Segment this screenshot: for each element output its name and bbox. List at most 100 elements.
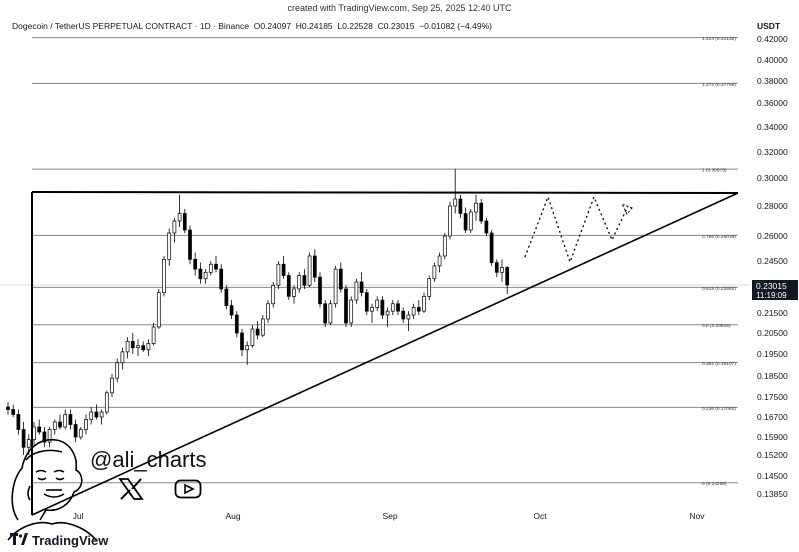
candle-body — [250, 328, 255, 346]
y-axis-tick-label: 0.21500 — [757, 308, 788, 318]
y-axis-tick-label: 0.38000 — [757, 76, 788, 86]
candle-body — [427, 278, 432, 297]
candle-body — [442, 235, 447, 257]
y-axis-tick-label: 0.16700 — [757, 412, 788, 422]
symbol-title: Dogecoin / TetherUS PERPETUAL CONTRACT ·… — [12, 21, 249, 31]
candle-body — [89, 411, 94, 420]
y-axis-tick-label: 0.15200 — [757, 450, 788, 460]
x-axis-tick-label: Jul — [73, 511, 84, 521]
y-axis-tick-label: 0.26000 — [757, 231, 788, 241]
candle-body — [370, 307, 374, 312]
candle-body — [422, 296, 426, 312]
open-value: O0.24097 — [253, 21, 292, 31]
candle-body — [380, 299, 385, 316]
fib-level-label: 0.5 (0.20915) — [702, 323, 731, 329]
fib-level-label: 1.414 (0.42132) — [702, 36, 736, 42]
candle-body — [489, 232, 494, 263]
candle-body — [182, 213, 187, 231]
y-axis-tick-label: 0.15900 — [757, 432, 788, 442]
candle-body — [359, 281, 364, 294]
fib-level-label: 1 (0.30679) — [702, 168, 727, 174]
candle-body — [432, 265, 437, 280]
candle-body — [406, 314, 411, 320]
candle-body — [94, 411, 99, 418]
social-icons — [118, 478, 202, 500]
candle-body — [245, 345, 250, 351]
y-axis-tick-label: 0.18500 — [757, 371, 788, 381]
candle-body — [281, 263, 286, 276]
tradingview-logo-icon — [10, 532, 28, 549]
fib-level-label: 1.272 (0.37788) — [702, 82, 736, 88]
fib-level-label: 0 (0.14258) — [702, 481, 727, 487]
fib-level-label: 0.236 (0.17084) — [702, 406, 736, 412]
candle-body — [203, 271, 208, 280]
close-value: C0.23015 — [377, 21, 415, 31]
x-logo-icon — [118, 478, 144, 500]
candle-body — [479, 202, 484, 222]
candle-body — [37, 426, 42, 433]
candle-body — [52, 421, 57, 430]
candle-body — [26, 439, 31, 448]
candle-body — [375, 299, 380, 308]
candle-body — [255, 328, 260, 336]
currency-label: USDT — [757, 21, 781, 31]
candle-body — [500, 267, 504, 273]
candle-body — [474, 202, 478, 213]
candle-body — [156, 292, 161, 328]
candle-body — [396, 303, 400, 312]
candle-body — [73, 424, 78, 438]
candle-body — [484, 220, 489, 234]
candle-body — [328, 303, 333, 324]
candle-body — [260, 318, 265, 336]
candle-body — [364, 292, 369, 312]
y-axis-tick-label: 0.34000 — [757, 122, 788, 132]
fib-level-label: 0.618 (0.22884) — [702, 286, 736, 292]
triangle-resistance-line — [31, 191, 739, 194]
x-axis-tick-label: Aug — [225, 511, 240, 521]
y-axis-tick-label: 0.40000 — [757, 55, 788, 65]
candle-body — [130, 341, 135, 349]
candle-body — [68, 414, 73, 425]
candle-body — [120, 351, 125, 364]
candle-body — [318, 276, 322, 305]
x-axis: Jul Aug Sep Oct Nov — [73, 511, 706, 521]
candle-body — [448, 205, 452, 237]
candle-body — [468, 211, 473, 231]
projection-arrowhead — [620, 203, 633, 215]
candle-body — [16, 414, 21, 430]
candle-body — [151, 326, 156, 344]
x-axis-tick-label: Oct — [533, 511, 547, 521]
candle-body — [312, 255, 317, 278]
y-axis-tick-label: 0.14500 — [757, 471, 788, 481]
candle-body — [47, 429, 52, 443]
candle-body — [234, 314, 239, 334]
candle-body — [240, 332, 244, 351]
tradingview-brand: TradingView — [10, 532, 108, 549]
change-value: −0.01082 (−4.49%) — [419, 21, 492, 31]
candle-body — [110, 377, 114, 394]
candle-body — [224, 288, 229, 306]
candle-body — [271, 284, 276, 305]
y-axis-tick-label: 0.17500 — [757, 392, 788, 402]
candle-body — [42, 431, 47, 443]
candle-body — [302, 275, 307, 286]
y-axis-tick-label: 0.13850 — [757, 489, 788, 499]
candle-body — [136, 345, 140, 349]
y-axis-tick-label: 0.36000 — [757, 98, 788, 108]
fib-levels: 1.414 (0.42132) 1.272 (0.37788) 1 (0.30679… — [0, 36, 750, 487]
candle-body — [125, 341, 130, 353]
price-tag-box — [752, 280, 798, 300]
triangle-pattern — [31, 191, 739, 516]
candle-body — [58, 421, 62, 428]
candles — [6, 168, 510, 455]
candle-body — [208, 263, 213, 273]
symbol-header: Dogecoin / TetherUS PERPETUAL CONTRACT ·… — [12, 21, 492, 31]
candle-body — [78, 429, 83, 438]
candle-body — [494, 262, 499, 273]
projection-zigzag — [524, 195, 629, 264]
avatar-cartoon — [7, 439, 97, 541]
candle-body — [193, 258, 198, 270]
candle-body — [219, 268, 224, 290]
candle-body — [146, 343, 151, 351]
